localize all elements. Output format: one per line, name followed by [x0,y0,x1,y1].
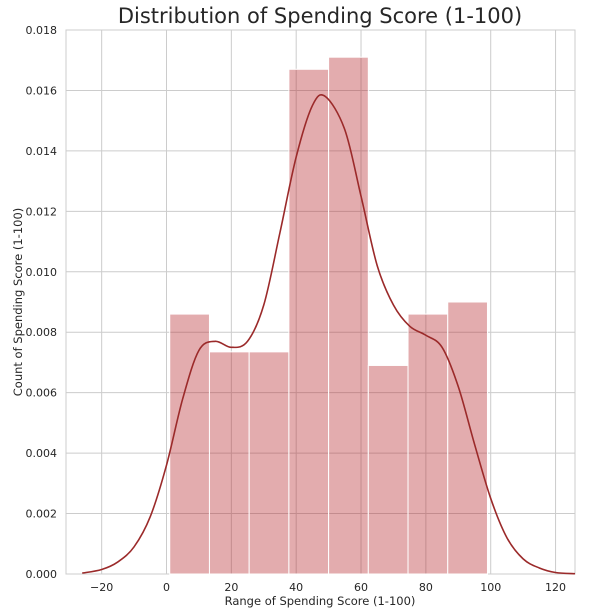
y-tick-label: 0.016 [26,84,58,97]
y-tick-label: 0.014 [26,145,58,158]
x-tick-label: −20 [90,581,113,594]
plot-area [65,29,576,575]
histogram-bar [288,68,330,575]
histogram-bar [407,313,449,575]
histogram-bar [208,351,250,575]
x-tick-label: 40 [289,581,303,594]
y-axis-ticks: 0.000 0.002 0.004 0.006 0.008 0.010 0.012 0.014… [26,24,58,581]
histogram-bar [328,56,369,575]
y-tick-label: 0.000 [26,568,58,581]
x-axis-ticks: −20 0 20 40 60 80 100 120 [90,581,566,594]
y-tick-label: 0.002 [26,508,58,521]
histogram-bar [169,313,210,575]
y-tick-label: 0.004 [26,447,58,460]
y-tick-label: 0.006 [26,387,58,400]
kde-curve [82,93,576,575]
histogram-bar [447,301,488,575]
x-axis-label: Range of Spending Score (1-100) [225,594,416,608]
chart-title: Distribution of Spending Score (1-100) [118,4,522,28]
x-tick-label: 100 [480,581,501,594]
x-tick-label: 20 [224,581,238,594]
kde-curve-group [82,93,576,575]
histogram-bar [248,351,290,575]
y-tick-label: 0.018 [26,24,58,37]
y-tick-label: 0.010 [26,266,58,279]
x-tick-label: 120 [545,581,566,594]
y-tick-label: 0.012 [26,205,58,218]
y-axis-label: Count of Spending Score (1-100) [11,208,25,397]
x-tick-label: 60 [354,581,368,594]
x-tick-label: 80 [419,581,433,594]
histogram-bar [367,364,409,575]
x-tick-label: 0 [163,581,170,594]
y-tick-label: 0.008 [26,326,58,339]
